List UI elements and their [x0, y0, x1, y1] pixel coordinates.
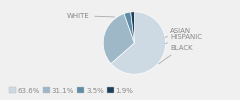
Legend: 63.6%, 31.1%, 3.5%, 1.9%: 63.6%, 31.1%, 3.5%, 1.9%	[6, 84, 136, 96]
Wedge shape	[103, 14, 134, 64]
Wedge shape	[131, 12, 134, 43]
Text: BLACK: BLACK	[158, 45, 193, 64]
Wedge shape	[124, 12, 134, 43]
Text: WHITE: WHITE	[66, 12, 114, 18]
Text: HISPANIC: HISPANIC	[165, 34, 202, 44]
Wedge shape	[111, 12, 166, 74]
Text: ASIAN: ASIAN	[165, 28, 192, 37]
